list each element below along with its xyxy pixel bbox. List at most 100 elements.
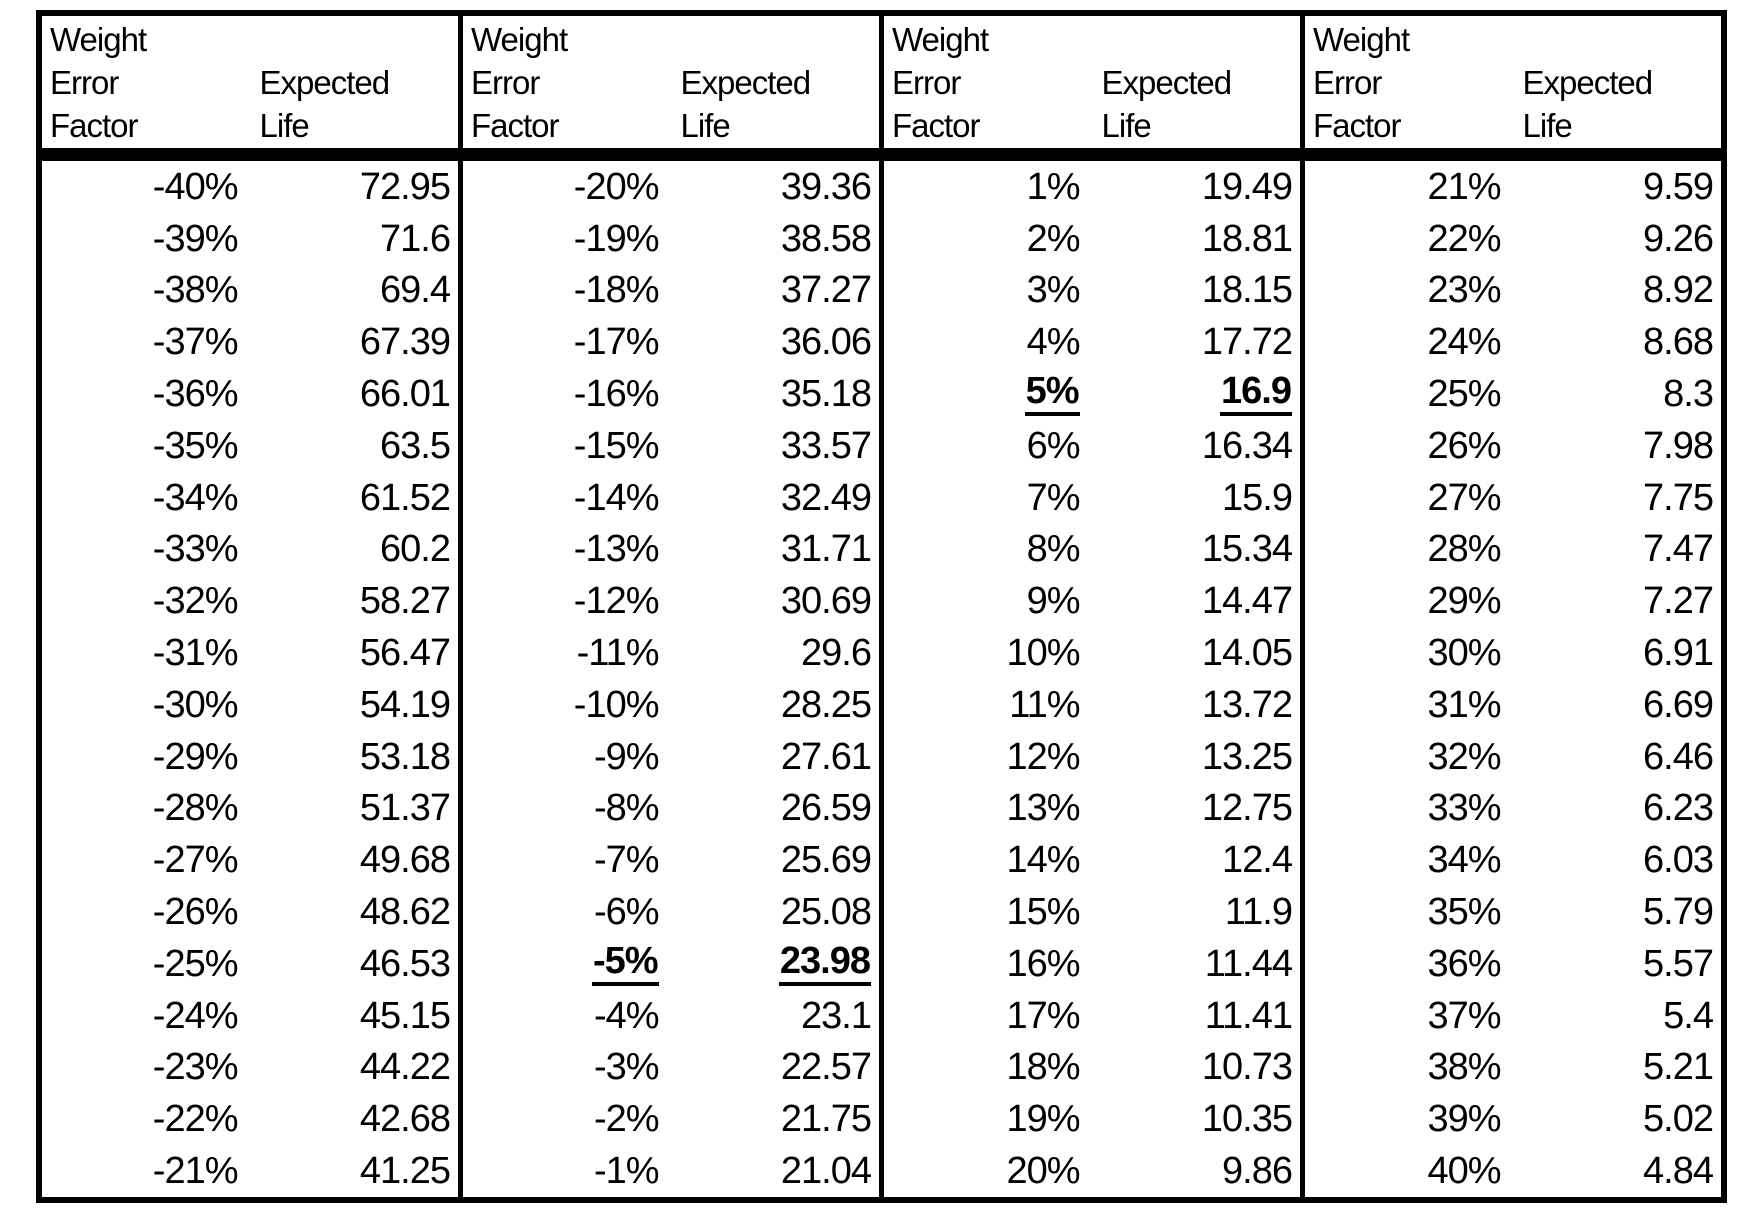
expected-life-cell: 6.91	[1643, 632, 1714, 675]
table-row: -20% 39.36	[463, 161, 879, 213]
header-cell-expected-life: Expected Life	[1501, 18, 1721, 148]
table-row: 2% 18.81	[884, 213, 1300, 265]
expected-life-cell: 12.4	[1222, 839, 1293, 882]
table-row: 39% 5.02	[1305, 1093, 1721, 1145]
weight-error-factor-cell: 39%	[1427, 1098, 1501, 1141]
weight-error-factor-cell: 2%	[1026, 217, 1081, 260]
header-cell-weight-error-factor: Weight Error Factor	[884, 18, 1080, 148]
header-line-life: Life	[259, 107, 310, 144]
group-rows: 21% 9.59 22% 9.26 23% 8.92 24% 8.68 25% 8.3 26% 7.9…	[1305, 161, 1721, 1197]
expected-life-cell: 8.92	[1643, 269, 1714, 312]
table-row: 13% 12.75	[884, 783, 1300, 835]
header-line-error: Error	[1313, 64, 1382, 101]
weight-error-factor-cell: -37%	[152, 321, 239, 364]
table-row: -11% 29.6	[463, 627, 879, 679]
weight-error-factor-cell: 27%	[1427, 476, 1501, 519]
header-line-factor: Factor	[50, 107, 139, 144]
expected-life-cell: 16.9	[1080, 372, 1300, 417]
expected-life-cell: 44.22	[359, 1046, 451, 1089]
table-row: -10% 28.25	[463, 679, 879, 731]
table-row: -2% 21.75	[463, 1093, 879, 1145]
weight-error-factor-cell: -21%	[152, 1150, 239, 1193]
header-cell-expected-life: Expected Life	[238, 18, 458, 148]
weight-error-factor-cell: -33%	[152, 528, 239, 571]
table-row: -36% 66.01	[42, 368, 458, 420]
table-row: -26% 48.62	[42, 886, 458, 938]
table-row: -4% 23.1	[463, 990, 879, 1042]
table-row: -22% 42.68	[42, 1093, 458, 1145]
expected-life-cell: 7.47	[1643, 528, 1714, 571]
table-row: -31% 56.47	[42, 627, 458, 679]
expected-life-cell: 61.52	[359, 476, 451, 519]
expected-life-cell: 16.34	[1201, 424, 1293, 467]
expected-life-cell: 7.27	[1643, 580, 1714, 623]
weight-error-factor-cell: 1%	[1026, 165, 1081, 208]
highlighted-value: -5%	[591, 942, 659, 986]
weight-error-factor-cell: -10%	[573, 683, 660, 726]
expected-life-cell: 66.01	[359, 373, 451, 416]
expected-life-cell: 6.46	[1643, 735, 1714, 778]
weight-error-factor-cell: -31%	[152, 632, 239, 675]
expected-life-cell: 19.49	[1201, 165, 1293, 208]
weight-error-factor-cell: -18%	[573, 269, 660, 312]
table-row: 24% 8.68	[1305, 316, 1721, 368]
expected-life-cell: 36.06	[780, 321, 872, 364]
weight-error-factor-cell: -9%	[593, 735, 660, 778]
header-cell-weight-error-factor: Weight Error Factor	[463, 18, 659, 148]
weight-error-factor-cell: 24%	[1427, 321, 1501, 364]
table-row: -28% 51.37	[42, 783, 458, 835]
header-line-life: Life	[680, 107, 731, 144]
table-row: 11% 13.72	[884, 679, 1300, 731]
weight-error-factor-cell: -30%	[152, 683, 239, 726]
expected-life-cell: 60.2	[380, 528, 451, 571]
weight-error-factor-cell: -12%	[573, 580, 660, 623]
column-group-header-2: Weight Error Factor Expected Life	[463, 16, 884, 148]
weight-error-factor-cell: 5%	[884, 372, 1080, 417]
header-line-weight: Weight	[471, 21, 568, 58]
table-row: 34% 6.03	[1305, 834, 1721, 886]
expected-life-cell: 6.23	[1643, 787, 1714, 830]
header-line-factor: Factor	[471, 107, 560, 144]
weight-error-factor-cell: -5%	[463, 942, 659, 986]
column-group-2: -20% 39.36 -19% 38.58 -18% 37.27 -17% 36.06 -16%…	[463, 161, 884, 1197]
weight-error-factor-cell: 13%	[1006, 787, 1080, 830]
column-group-4: 21% 9.59 22% 9.26 23% 8.92 24% 8.68 25% 8.3 26% 7.9…	[1305, 161, 1721, 1197]
table-row: 14% 12.4	[884, 834, 1300, 886]
table-row: 22% 9.26	[1305, 213, 1721, 265]
table-row: -29% 53.18	[42, 731, 458, 783]
expected-life-cell: 13.72	[1201, 683, 1293, 726]
table-row: -30% 54.19	[42, 679, 458, 731]
expected-life-cell: 72.95	[359, 165, 451, 208]
weight-error-factor-cell: 26%	[1427, 424, 1501, 467]
table-row: 32% 6.46	[1305, 731, 1721, 783]
weight-error-factor-cell: -14%	[573, 476, 660, 519]
weight-error-factor-cell: -19%	[573, 217, 660, 260]
header-cell-weight-error-factor: Weight Error Factor	[1305, 18, 1501, 148]
weight-error-factor-cell: -11%	[576, 632, 660, 675]
expected-life-cell: 33.57	[780, 424, 872, 467]
table-row: -14% 32.49	[463, 472, 879, 524]
header-line-life: Life	[1522, 107, 1573, 144]
table-row: 9% 14.47	[884, 575, 1300, 627]
weight-error-factor-cell: 16%	[1006, 942, 1080, 985]
table-row: 25% 8.3	[1305, 368, 1721, 420]
table-row: -40% 72.95	[42, 161, 458, 213]
table-row: -19% 38.58	[463, 213, 879, 265]
weight-error-factor-cell: 4%	[1026, 321, 1081, 364]
expected-life-cell: 8.3	[1663, 373, 1714, 416]
table-row: -38% 69.4	[42, 265, 458, 317]
expected-life-cell: 8.68	[1643, 321, 1714, 364]
weight-error-factor-cell: -15%	[573, 424, 660, 467]
table-row: -17% 36.06	[463, 316, 879, 368]
table-row: 37% 5.4	[1305, 990, 1721, 1042]
weight-error-factor-cell: -23%	[152, 1046, 239, 1089]
table-row: 4% 17.72	[884, 316, 1300, 368]
expected-life-cell: 17.72	[1201, 321, 1293, 364]
weight-error-factor-cell: 21%	[1427, 165, 1501, 208]
expected-life-cell: 30.69	[780, 580, 872, 623]
weight-error-factor-cell: -25%	[152, 942, 239, 985]
expected-life-cell: 63.5	[380, 424, 451, 467]
table-row: -1% 21.04	[463, 1145, 879, 1197]
column-group-1: -40% 72.95 -39% 71.6 -38% 69.4 -37% 67.39 -36% 66…	[42, 161, 463, 1197]
expected-life-cell: 23.98	[659, 942, 879, 986]
